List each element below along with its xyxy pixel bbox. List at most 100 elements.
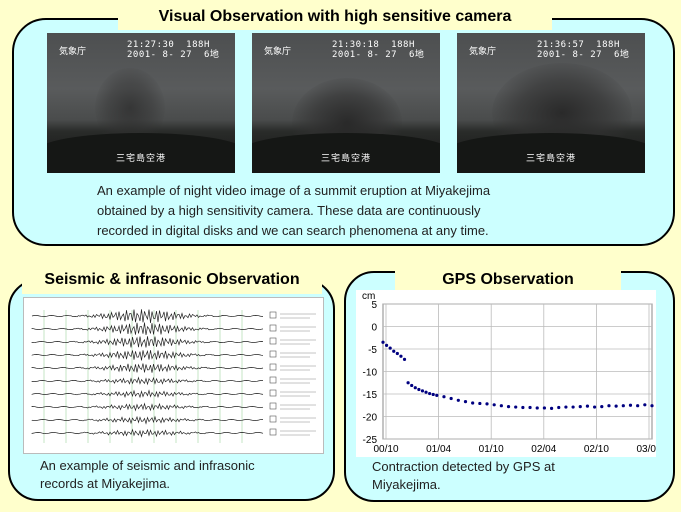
- gps-data-point: [442, 395, 446, 399]
- seismogram-trace: [31, 336, 264, 348]
- trace-marker: [269, 363, 277, 371]
- frame-date: 2001- 8- 27 6地: [127, 50, 220, 60]
- trace-marker: [269, 350, 277, 358]
- trace-marker: [269, 428, 277, 436]
- trace-marker: [269, 376, 277, 384]
- gps-data-point: [514, 405, 518, 409]
- frame-time: 21:30:18 188H: [332, 40, 415, 50]
- x-tick-label: 02/04: [531, 444, 556, 455]
- gps-data-point: [406, 381, 410, 385]
- seismogram-trace: [31, 376, 263, 386]
- caption-line: obtained by a high sensitivity camera. T…: [97, 203, 481, 218]
- frame-location: 三宅島空港: [525, 153, 576, 163]
- gps-data-point: [571, 405, 575, 409]
- gps-data-point: [593, 405, 597, 409]
- gps-data-point: [585, 404, 590, 408]
- gps-data-point: [542, 406, 546, 410]
- frame-time: 21:36:57 188H: [537, 40, 620, 50]
- gps-data-point: [449, 396, 453, 401]
- seismogram-trace: [31, 349, 264, 361]
- gps-data-point: [413, 386, 417, 390]
- trace-marker: [269, 415, 277, 423]
- gps-data-point: [650, 404, 654, 408]
- trace-marker: [269, 337, 277, 345]
- gps-data-point: [564, 405, 568, 409]
- seismogram-trace: [31, 309, 264, 323]
- seismogram-image: [23, 297, 324, 454]
- seismogram-trace: [31, 402, 264, 412]
- camera-frame-2: 気象庁 21:30:18 188H 2001- 8- 27 6地 三宅島空港: [252, 33, 440, 173]
- y-tick-label: 5: [371, 300, 377, 311]
- trace-marker: [269, 311, 277, 319]
- seismogram-trace: [31, 322, 264, 335]
- gps-data-point: [557, 405, 561, 410]
- gps-data-point: [499, 404, 503, 408]
- gps-data-point: [388, 346, 392, 350]
- seismogram-trace: [31, 428, 264, 438]
- camera-frame-3: 気象庁 21:36:57 188H 2001- 8- 27 6地 三宅島空港: [457, 33, 645, 173]
- gps-data-point: [456, 398, 460, 402]
- gps-caption: Contraction detected by GPS at Miyakejim…: [372, 458, 662, 494]
- gps-data-point: [410, 383, 414, 388]
- gps-data-point: [528, 405, 532, 410]
- gps-data-point: [492, 403, 496, 407]
- caption-line: An example of night video image of a sum…: [97, 183, 491, 198]
- gps-chart: 5 0 -5 -10 -15 -20 -25 00/10 01/04 01/10 02/04 02/1…: [356, 290, 662, 457]
- y-tick-label: 0: [371, 323, 377, 334]
- gps-data-point: [392, 349, 396, 353]
- caption-line: recorded in digital disks and we can sea…: [97, 223, 489, 238]
- seismic-title: Seismic & infrasonic Observation: [22, 266, 322, 294]
- gps-data-point: [381, 340, 385, 344]
- gps-data-point: [478, 401, 482, 406]
- x-tick-label: 00/10: [373, 444, 398, 455]
- trace-marker: [269, 389, 277, 397]
- x-tick-label: 02/10: [584, 444, 609, 455]
- gps-data-point: [463, 400, 468, 404]
- gps-data-point: [384, 343, 389, 347]
- gps-data-point: [424, 390, 428, 394]
- seismic-caption: An example of seismic and infrasonic rec…: [40, 457, 330, 493]
- frame-location: 三宅島空港: [320, 153, 371, 163]
- visual-observation-title: Visual Observation with high sensitive c…: [118, 4, 552, 30]
- y-tick-label: -15: [363, 390, 378, 401]
- frame-location: 三宅島空港: [115, 153, 166, 163]
- frame-date: 2001- 8- 27 6地: [332, 50, 425, 60]
- gps-data-point: [621, 404, 625, 408]
- seismogram-trace: [31, 389, 264, 399]
- x-tick-label: 01/10: [479, 444, 504, 455]
- gps-data-point: [420, 389, 425, 393]
- camera-frame-1: 気象庁 21:27:30 188H 2001- 8- 27 6地 三宅島空港: [47, 33, 235, 173]
- gps-data-point: [402, 357, 407, 361]
- gps-data-point: [435, 393, 439, 397]
- gps-data-point: [485, 402, 489, 406]
- frame-agency: 気象庁: [264, 46, 292, 56]
- seismogram-traces: [31, 309, 316, 443]
- gps-data-point: [417, 387, 421, 392]
- caption-line: records at Miyakejima.: [40, 476, 171, 491]
- seismogram-trace: [31, 363, 264, 373]
- gps-data-point: [535, 406, 539, 410]
- gps-data-point: [549, 406, 554, 410]
- y-tick-label: -5: [368, 345, 377, 356]
- gps-data-point: [578, 405, 582, 409]
- frame-date: 2001- 8- 27 6地: [537, 50, 630, 60]
- frame-time: 21:27:30 188H: [127, 40, 210, 50]
- gps-title: GPS Observation: [395, 266, 621, 294]
- visual-caption: An example of night video image of a sum…: [97, 181, 617, 241]
- gps-data-point: [521, 405, 525, 410]
- gps-data-point: [471, 401, 475, 405]
- gps-data-point: [636, 404, 640, 408]
- gps-data-point: [600, 405, 604, 409]
- seismogram-trace: [31, 415, 264, 425]
- gps-data-point: [395, 351, 399, 356]
- frame-agency: 気象庁: [59, 46, 87, 56]
- x-tick-label: 03/04: [636, 444, 656, 455]
- frame-agency: 気象庁: [469, 46, 497, 56]
- gps-data-point: [506, 405, 511, 409]
- x-tick-label: 01/04: [426, 444, 451, 455]
- caption-line: Miyakejima.: [372, 477, 441, 492]
- y-tick-label: -20: [363, 413, 378, 424]
- gps-data-point: [628, 403, 633, 407]
- trace-marker: [269, 324, 277, 332]
